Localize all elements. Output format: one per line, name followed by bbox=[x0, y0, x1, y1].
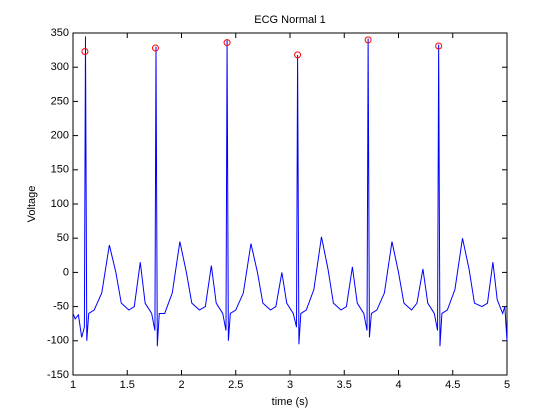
x-tick-label: 3.5 bbox=[337, 379, 352, 391]
x-tick-label: 5 bbox=[504, 379, 510, 391]
x-tick-label: 2 bbox=[178, 379, 184, 391]
peak-marker bbox=[294, 51, 302, 59]
x-tick-label: 2.5 bbox=[228, 379, 243, 391]
y-tick-label: 100 bbox=[51, 198, 69, 210]
x-tick-label: 4 bbox=[395, 379, 401, 391]
plot-area bbox=[72, 32, 508, 376]
y-tick-label: 200 bbox=[51, 130, 69, 142]
y-tick-label: -50 bbox=[53, 301, 69, 313]
y-tick-label: 50 bbox=[57, 232, 69, 244]
series-line bbox=[72, 36, 508, 347]
y-tick-label: 0 bbox=[63, 266, 69, 278]
y-tick-label: 300 bbox=[51, 61, 69, 73]
peak-marker bbox=[435, 42, 443, 50]
y-tick-label: 150 bbox=[51, 164, 69, 176]
y-tick-label: -100 bbox=[47, 335, 69, 347]
chart-title: ECG Normal 1 bbox=[254, 14, 326, 26]
peak-marker bbox=[81, 47, 89, 55]
y-tick-label: -150 bbox=[47, 369, 69, 381]
x-tick-label: 1.5 bbox=[120, 379, 135, 391]
peak-marker bbox=[364, 36, 372, 44]
peak-marker bbox=[223, 39, 231, 47]
y-tick-label: 350 bbox=[51, 27, 69, 39]
x-tick-label: 1 bbox=[70, 379, 76, 391]
y-tick-label: 250 bbox=[51, 95, 69, 107]
x-tick-label: 3 bbox=[287, 379, 293, 391]
x-axis-label: time (s) bbox=[272, 396, 309, 408]
x-tick-label: 4.5 bbox=[445, 379, 460, 391]
peak-marker bbox=[151, 44, 159, 52]
y-axis-label: Voltage bbox=[26, 186, 38, 223]
